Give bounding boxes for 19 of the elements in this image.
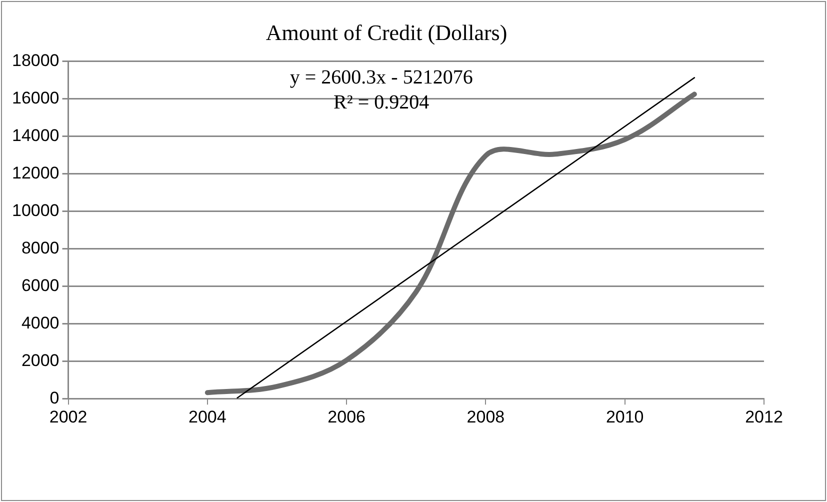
y-tick-label: 10000: [12, 200, 60, 220]
y-tick-label: 2000: [21, 350, 60, 370]
y-tick-label: 18000: [12, 51, 60, 70]
y-tick-label: 12000: [12, 163, 60, 182]
x-tick-label: 2008: [466, 407, 505, 426]
annotation: R² = 0.9204: [334, 92, 430, 114]
x-tick-label: 2004: [188, 407, 226, 426]
y-tick-label: 4000: [21, 313, 60, 332]
x-tick-label: 2002: [49, 407, 88, 426]
y-tick-label: 8000: [21, 238, 60, 258]
y-tick-label: 14000: [12, 126, 60, 146]
x-tick-label: 2012: [745, 407, 783, 426]
y-tick-label: 0: [50, 388, 60, 408]
x-tick-label: 2010: [606, 407, 644, 426]
y-tick-label: 6000: [21, 276, 60, 295]
x-tick-label: 2006: [328, 407, 366, 426]
chart-title: Amount of Credit (Dollars): [266, 20, 508, 45]
y-tick-label: 16000: [12, 88, 60, 108]
annotation: y = 2600.3x - 5212076: [290, 66, 473, 89]
